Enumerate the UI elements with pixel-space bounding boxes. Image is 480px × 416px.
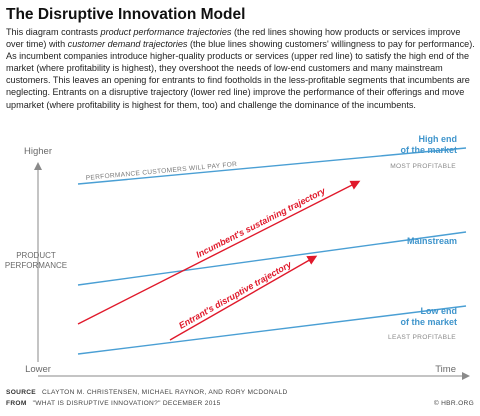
- from-text: "WHAT IS DISRUPTIVE INNOVATION?" DECEMBE…: [32, 400, 221, 407]
- from-label: FROM: [6, 400, 27, 407]
- most-profitable-label: MOST PROFITABLE: [390, 163, 456, 170]
- page-title: The Disruptive Innovation Model: [6, 6, 246, 23]
- y-axis-top-label: Higher: [24, 146, 52, 157]
- low-end-label-line2: of the market: [400, 317, 457, 327]
- from-line: FROM "WHAT IS DISRUPTIVE INNOVATION?" DEC…: [6, 400, 221, 407]
- mainstream-label: Mainstream: [407, 236, 457, 246]
- least-profitable-label: LEAST PROFITABLE: [388, 334, 456, 341]
- y-axis-title-line1: PRODUCT: [16, 251, 56, 260]
- sustaining-trajectory-arrow: [77, 180, 361, 325]
- low-end-label-line1: Low end: [421, 306, 458, 316]
- intro-emphasis-1: product performance trajectories: [100, 27, 232, 37]
- source-line: SOURCE CLAYTON M. CHRISTENSEN, MICHAEL RA…: [6, 389, 288, 396]
- y-axis-bottom-label: Lower: [25, 364, 51, 375]
- source-label: SOURCE: [6, 389, 37, 396]
- intro-paragraph: This diagram contrasts product performan…: [6, 26, 476, 111]
- high-end-demand-line: [77, 147, 467, 185]
- intro-text-1: This diagram contrasts: [6, 27, 101, 37]
- intro-text-2: (the red lines showing how products or s…: [6, 27, 461, 50]
- low-end-demand-line: [77, 305, 467, 355]
- sustaining-trajectory-label: Incumbent's sustaining trajectory: [194, 185, 327, 260]
- high-end-label-line1: High end: [419, 134, 458, 144]
- y-axis-title-line2: PERFORMANCE: [5, 261, 67, 270]
- intro-emphasis-2: customer demand trajectories: [67, 39, 188, 50]
- x-axis-time-label: Time: [435, 364, 456, 375]
- hbr-credit: © HBR.ORG: [433, 400, 474, 407]
- source-text: CLAYTON M. CHRISTENSEN, MICHAEL RAYNOR, …: [42, 389, 288, 396]
- high-end-label-line2: of the market: [400, 145, 457, 155]
- mainstream-demand-line: [77, 231, 467, 286]
- intro-text-3: (the blue lines showing customers' willi…: [6, 39, 475, 110]
- disruptive-trajectory-arrow: [169, 255, 318, 341]
